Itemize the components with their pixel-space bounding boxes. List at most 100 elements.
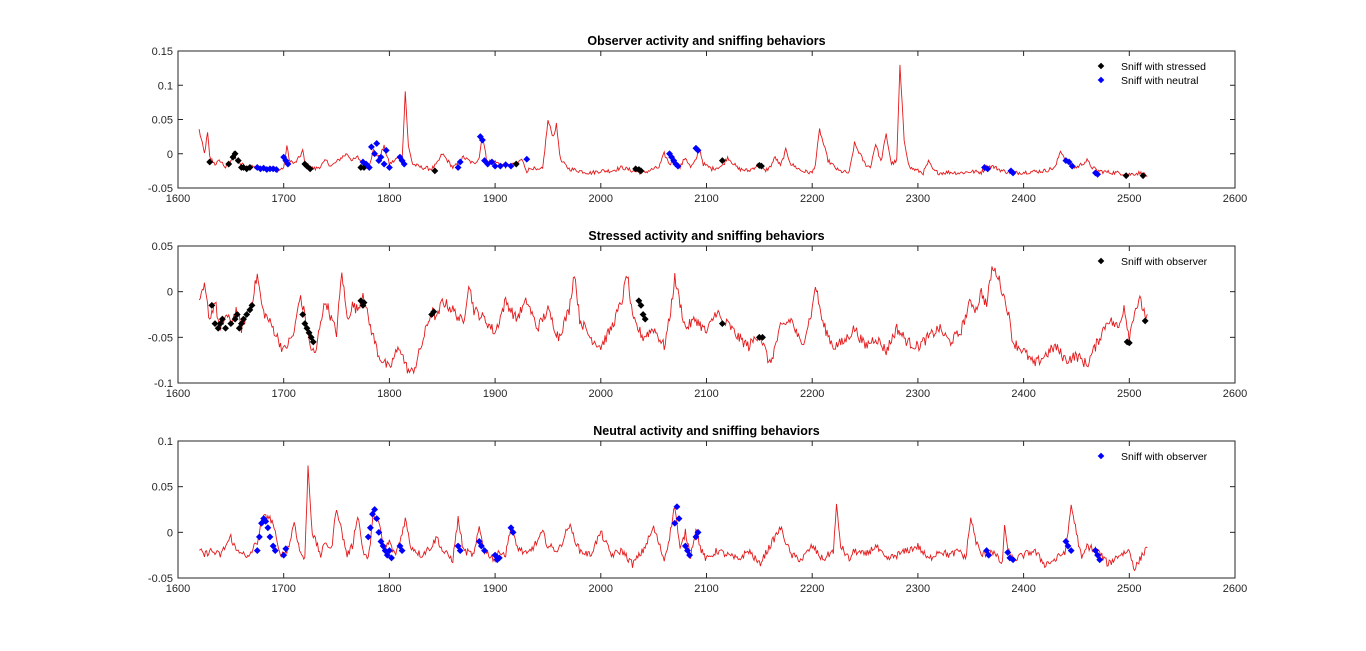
subplot-observer-marker-sniff-with-neutral xyxy=(491,162,499,170)
subplot-neutral-marker-sniff-with-observer xyxy=(454,542,462,550)
subplot-observer-marker-sniff-with-neutral xyxy=(272,166,280,173)
subplot-neutral-marker-sniff-with-observer xyxy=(396,542,404,550)
subplot-neutral-marker-sniff-with-observer xyxy=(1009,556,1017,564)
subplot-stressed-marker-sniff-with-observer xyxy=(208,301,216,309)
subplot-neutral-marker-sniff-with-observer xyxy=(686,551,694,559)
subplot-neutral-marker-sniff-with-observer xyxy=(388,554,395,562)
subplot-neutral-marker-sniff-with-observer xyxy=(398,547,406,555)
subplot-stressed-marker-sniff-with-observer xyxy=(718,320,726,328)
subplot-observer-marker-sniff-with-neutral xyxy=(1065,158,1073,166)
subplot-observer-xtick-label: 2600 xyxy=(1223,193,1247,205)
subplot-stressed-xtick-label: 1600 xyxy=(166,388,190,400)
subplot-observer-xtick-label: 2100 xyxy=(694,193,718,205)
subplot-observer-marker-sniff-with-stressed xyxy=(637,167,645,175)
subplot-observer-marker-sniff-with-neutral xyxy=(362,160,370,168)
subplot-neutral-marker-sniff-with-observer xyxy=(1096,556,1104,564)
subplot-neutral-xtick-label: 2200 xyxy=(800,583,824,595)
subplot-observer-marker-sniff-with-neutral xyxy=(456,158,464,166)
subplot-stressed-marker-sniff-with-observer xyxy=(248,301,256,309)
subplot-stressed-marker-sniff-with-observer xyxy=(303,324,311,332)
subplot-neutral-marker-sniff-with-observer xyxy=(255,533,263,541)
subplot-neutral-marker-sniff-with-observer xyxy=(671,519,679,527)
subplot-neutral-marker-sniff-with-observer xyxy=(507,524,515,532)
subplot-observer-marker-sniff-with-neutral xyxy=(365,164,373,171)
subplot-observer-marker-sniff-with-neutral xyxy=(984,165,992,173)
subplot-observer-marker-sniff-with-stressed xyxy=(431,167,439,175)
subplot-neutral-marker-sniff-with-observer xyxy=(366,524,374,532)
subplot-observer-marker-sniff-with-neutral xyxy=(400,160,408,168)
subplot-neutral-xtick-label: 1600 xyxy=(166,583,190,595)
subplot-neutral-marker-sniff-with-observer xyxy=(369,510,376,518)
subplot-neutral-xtick-label: 2600 xyxy=(1223,583,1247,595)
subplot-observer-marker-sniff-with-stressed xyxy=(512,160,520,168)
subplot-neutral-legend-label: Sniff with observer xyxy=(1121,451,1208,463)
subplot-observer-xtick-label: 2000 xyxy=(589,193,613,205)
subplot-observer-xtick-label: 2500 xyxy=(1117,193,1141,205)
subplot-neutral-xtick-label: 2300 xyxy=(906,583,930,595)
subplot-observer-marker-sniff-with-neutral xyxy=(488,158,496,166)
subplot-observer-title: Observer activity and sniffing behaviors xyxy=(587,34,825,48)
subplot-neutral-marker-sniff-with-observer xyxy=(1092,547,1099,555)
subplot-neutral-ytick-label: 0.1 xyxy=(158,436,173,448)
subplot-neutral-marker-sniff-with-observer xyxy=(491,551,499,559)
subplot-stressed-marker-sniff-with-observer xyxy=(237,320,245,328)
subplot-stressed-marker-sniff-with-observer xyxy=(216,320,224,328)
subplot-stressed-xtick-label: 1900 xyxy=(483,388,507,400)
subplot-observer-xtick-label: 1800 xyxy=(377,193,401,205)
subplot-observer-marker-sniff-with-neutral xyxy=(373,140,381,147)
subplot-neutral-marker-sniff-with-observer xyxy=(262,517,270,525)
subplot-stressed-legend: Sniff with observer xyxy=(1097,256,1208,268)
subplot-neutral-marker-sniff-with-observer xyxy=(675,515,683,523)
subplot-observer-legend-label: Sniff with neutral xyxy=(1121,75,1198,87)
subplot-stressed-ytick-label: -0.05 xyxy=(148,332,173,344)
subplot-stressed-marker-sniff-with-observer xyxy=(301,320,309,328)
subplot-stressed-activity-line xyxy=(198,266,1148,375)
subplot-observer-xtick-label: 1900 xyxy=(483,193,507,205)
subplot-observer-marker-sniff-with-stressed xyxy=(718,157,726,165)
subplot-stressed-legend-label: Sniff with observer xyxy=(1121,256,1208,268)
subplot-stressed-marker-sniff-with-observer xyxy=(243,311,251,318)
subplot-stressed-marker-sniff-with-observer xyxy=(637,301,645,309)
subplot-neutral-xtick-label: 2100 xyxy=(694,583,718,595)
subplot-observer-marker-sniff-with-neutral xyxy=(368,143,375,151)
subplot-neutral-marker-sniff-with-observer xyxy=(377,538,385,545)
subplot-observer-ytick-label: -0.05 xyxy=(148,183,173,195)
subplot-neutral-marker-sniff-with-observer xyxy=(481,547,488,555)
subplot-observer-marker-sniff-with-neutral xyxy=(481,157,488,165)
subplot-observer-marker-sniff-with-stressed xyxy=(1122,172,1130,180)
subplot-observer-marker-sniff-with-stressed xyxy=(1139,172,1147,180)
subplot-stressed-xtick-label: 2200 xyxy=(800,388,824,400)
subplot-neutral-legend: Sniff with observer xyxy=(1097,451,1208,463)
subplot-neutral-marker-sniff-with-observer xyxy=(477,542,485,550)
subplot-observer-marker-sniff-with-neutral xyxy=(523,155,531,163)
subplot-neutral-title: Neutral activity and sniffing behaviors xyxy=(593,424,819,438)
subplot-observer-marker-sniff-with-stressed xyxy=(225,160,233,168)
subplot-observer-marker-sniff-with-neutral xyxy=(694,146,702,154)
subplot-stressed-ytick-label: -0.1 xyxy=(154,378,173,390)
subplot-neutral: Neutral activity and sniffing behaviors … xyxy=(148,424,1247,595)
subplot-observer-xtick-label: 2300 xyxy=(906,193,930,205)
subplot-stressed-marker-sniff-with-observer xyxy=(1125,339,1133,347)
subplot-observer-legend-marker xyxy=(1097,62,1105,70)
subplot-neutral-marker-sniff-with-observer xyxy=(364,533,372,541)
subplot-stressed-marker-sniff-with-observer xyxy=(218,315,226,323)
subplot-stressed-ytick-label: 0.05 xyxy=(152,241,173,253)
subplot-stressed-marker-sniff-with-observer xyxy=(360,299,368,307)
subplot-neutral-marker-sniff-with-observer xyxy=(1067,547,1075,555)
subplot-neutral-marker-sniff-with-observer xyxy=(673,503,681,511)
subplot-neutral-marker-sniff-with-observer xyxy=(280,551,288,559)
subplot-neutral-marker-sniff-with-observer xyxy=(681,542,689,550)
subplot-stressed-xtick-label: 2300 xyxy=(906,388,930,400)
subplot-neutral-marker-sniff-with-observer xyxy=(282,545,290,553)
subplot-stressed-marker-sniff-with-observer xyxy=(307,333,315,341)
subplot-observer-legend-marker xyxy=(1097,76,1105,84)
subplot-observer-marker-sniff-with-neutral xyxy=(284,160,292,168)
subplot-stressed-marker-sniff-with-observer xyxy=(305,329,313,337)
subplot-neutral-marker-sniff-with-observer xyxy=(1004,549,1012,556)
subplot-observer-marker-sniff-with-neutral xyxy=(1068,162,1076,170)
subplot-neutral-marker-sniff-with-observer xyxy=(1094,551,1102,559)
subplot-observer: Observer activity and sniffing behaviors… xyxy=(148,34,1247,205)
subplot-neutral-legend-marker xyxy=(1097,452,1105,460)
subplot-observer-marker-sniff-with-neutral xyxy=(382,146,390,154)
